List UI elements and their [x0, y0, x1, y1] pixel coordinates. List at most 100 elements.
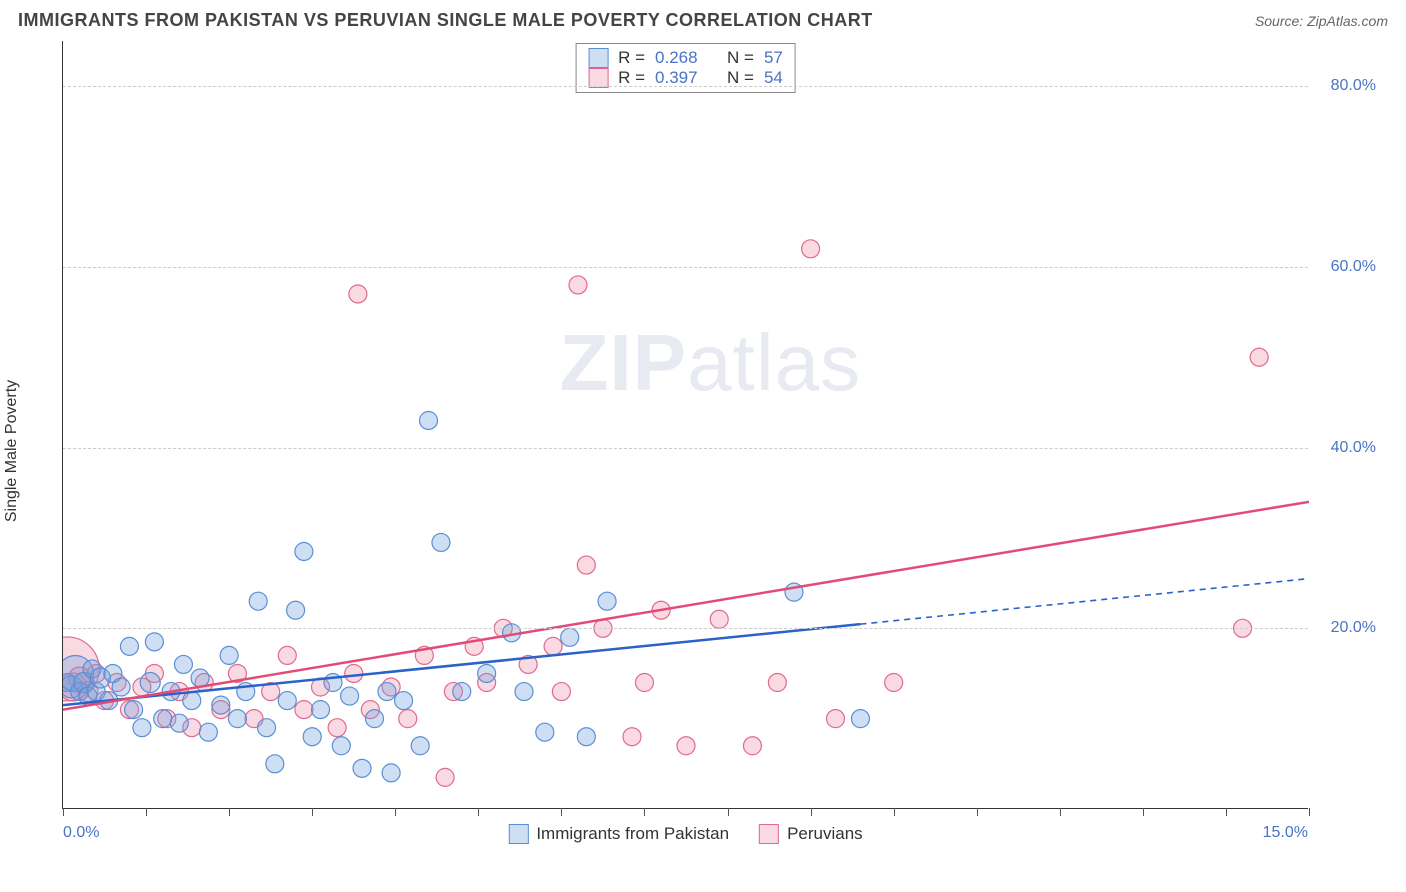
- x-tick: [561, 808, 562, 816]
- scatter-point-peruvians: [1250, 348, 1268, 366]
- x-tick: [811, 808, 812, 816]
- x-tick: [229, 808, 230, 816]
- scatter-point-peruvians: [569, 276, 587, 294]
- scatter-point-peruvians: [710, 610, 728, 628]
- scatter-point-pakistan: [258, 719, 276, 737]
- scatter-point-pakistan: [332, 737, 350, 755]
- scatter-point-pakistan: [170, 714, 188, 732]
- scatter-point-peruvians: [677, 737, 695, 755]
- scatter-point-pakistan: [212, 696, 230, 714]
- x-tick: [312, 808, 313, 816]
- x-tick: [146, 808, 147, 816]
- scatter-point-pakistan: [312, 701, 330, 719]
- scatter-point-pakistan: [378, 683, 396, 701]
- scatter-point-pakistan: [353, 759, 371, 777]
- y-tick-label: 20.0%: [1331, 619, 1376, 637]
- scatter-point-pakistan: [133, 719, 151, 737]
- scatter-point-pakistan: [145, 633, 163, 651]
- y-tick-label: 60.0%: [1331, 258, 1376, 276]
- scatter-point-pakistan: [278, 692, 296, 710]
- x-tick: [395, 808, 396, 816]
- legend-item-peruvians: Peruvians: [759, 824, 863, 844]
- gridline: [63, 628, 1308, 629]
- x-tick: [977, 808, 978, 816]
- scatter-point-pakistan: [453, 683, 471, 701]
- scatter-point-pakistan: [851, 710, 869, 728]
- legend-label-peruvians: Peruvians: [787, 824, 863, 844]
- scatter-point-peruvians: [345, 664, 363, 682]
- x-tick: [478, 808, 479, 816]
- n-label: N =: [727, 48, 754, 68]
- scatter-point-pakistan: [140, 673, 160, 693]
- scatter-point-pakistan: [191, 669, 209, 687]
- scatter-point-pakistan: [432, 533, 450, 551]
- legend-row-pakistan: R = 0.268 N = 57: [588, 48, 783, 68]
- chart-container: Single Male Poverty ZIPatlas R = 0.268 N…: [18, 41, 1388, 861]
- gridline: [63, 267, 1308, 268]
- n-value-peruvians: 54: [764, 68, 783, 88]
- scatter-point-pakistan: [120, 637, 138, 655]
- chart-title: IMMIGRANTS FROM PAKISTAN VS PERUVIAN SIN…: [18, 10, 873, 31]
- scatter-point-pakistan: [515, 683, 533, 701]
- x-tick: [1309, 808, 1310, 816]
- x-min-label: 0.0%: [63, 824, 99, 842]
- scatter-point-pakistan: [174, 655, 192, 673]
- scatter-point-peruvians: [743, 737, 761, 755]
- scatter-point-peruvians: [577, 556, 595, 574]
- scatter-point-pakistan: [228, 710, 246, 728]
- r-label: R =: [618, 68, 645, 88]
- scatter-svg: [63, 41, 1309, 809]
- scatter-point-pakistan: [577, 728, 595, 746]
- plot-area: ZIPatlas R = 0.268 N = 57 R = 0.397 N = …: [62, 41, 1308, 809]
- scatter-point-peruvians: [278, 646, 296, 664]
- scatter-point-peruvians: [552, 683, 570, 701]
- y-tick-label: 80.0%: [1331, 77, 1376, 95]
- scatter-point-pakistan: [366, 710, 384, 728]
- scatter-point-pakistan: [154, 710, 172, 728]
- scatter-point-peruvians: [295, 701, 313, 719]
- scatter-point-peruvians: [399, 710, 417, 728]
- x-tick: [728, 808, 729, 816]
- scatter-point-pakistan: [125, 701, 143, 719]
- scatter-point-peruvians: [827, 710, 845, 728]
- source-label: Source: ZipAtlas.com: [1255, 13, 1388, 29]
- scatter-point-pakistan: [295, 542, 313, 560]
- scatter-point-peruvians: [544, 637, 562, 655]
- scatter-point-peruvians: [436, 768, 454, 786]
- scatter-point-pakistan: [536, 723, 554, 741]
- swatch-icon: [759, 824, 779, 844]
- legend-label-pakistan: Immigrants from Pakistan: [536, 824, 729, 844]
- y-axis-label: Single Male Poverty: [3, 380, 21, 522]
- trendline-dashed-pakistan: [860, 579, 1309, 625]
- r-value-peruvians: 0.397: [655, 68, 698, 88]
- gridline: [63, 448, 1308, 449]
- r-label: R =: [618, 48, 645, 68]
- swatch-peruvians: [588, 68, 608, 88]
- swatch-icon: [508, 824, 528, 844]
- scatter-point-pakistan: [266, 755, 284, 773]
- scatter-point-pakistan: [395, 692, 413, 710]
- x-max-label: 15.0%: [1263, 824, 1308, 842]
- x-tick: [644, 808, 645, 816]
- x-tick: [63, 808, 64, 816]
- scatter-point-pakistan: [411, 737, 429, 755]
- scatter-point-peruvians: [328, 719, 346, 737]
- scatter-point-peruvians: [802, 240, 820, 258]
- legend-series: Immigrants from Pakistan Peruvians: [508, 824, 862, 844]
- x-tick: [1226, 808, 1227, 816]
- scatter-point-pakistan: [598, 592, 616, 610]
- scatter-point-peruvians: [349, 285, 367, 303]
- scatter-point-pakistan: [287, 601, 305, 619]
- scatter-point-peruvians: [623, 728, 641, 746]
- legend-item-pakistan: Immigrants from Pakistan: [508, 824, 729, 844]
- r-value-pakistan: 0.268: [655, 48, 698, 68]
- scatter-point-pakistan: [220, 646, 238, 664]
- scatter-point-pakistan: [419, 411, 437, 429]
- x-tick: [1060, 808, 1061, 816]
- y-tick-label: 40.0%: [1331, 439, 1376, 457]
- scatter-point-pakistan: [183, 692, 201, 710]
- scatter-point-peruvians: [635, 674, 653, 692]
- scatter-point-peruvians: [885, 674, 903, 692]
- n-label: N =: [727, 68, 754, 88]
- scatter-point-pakistan: [561, 628, 579, 646]
